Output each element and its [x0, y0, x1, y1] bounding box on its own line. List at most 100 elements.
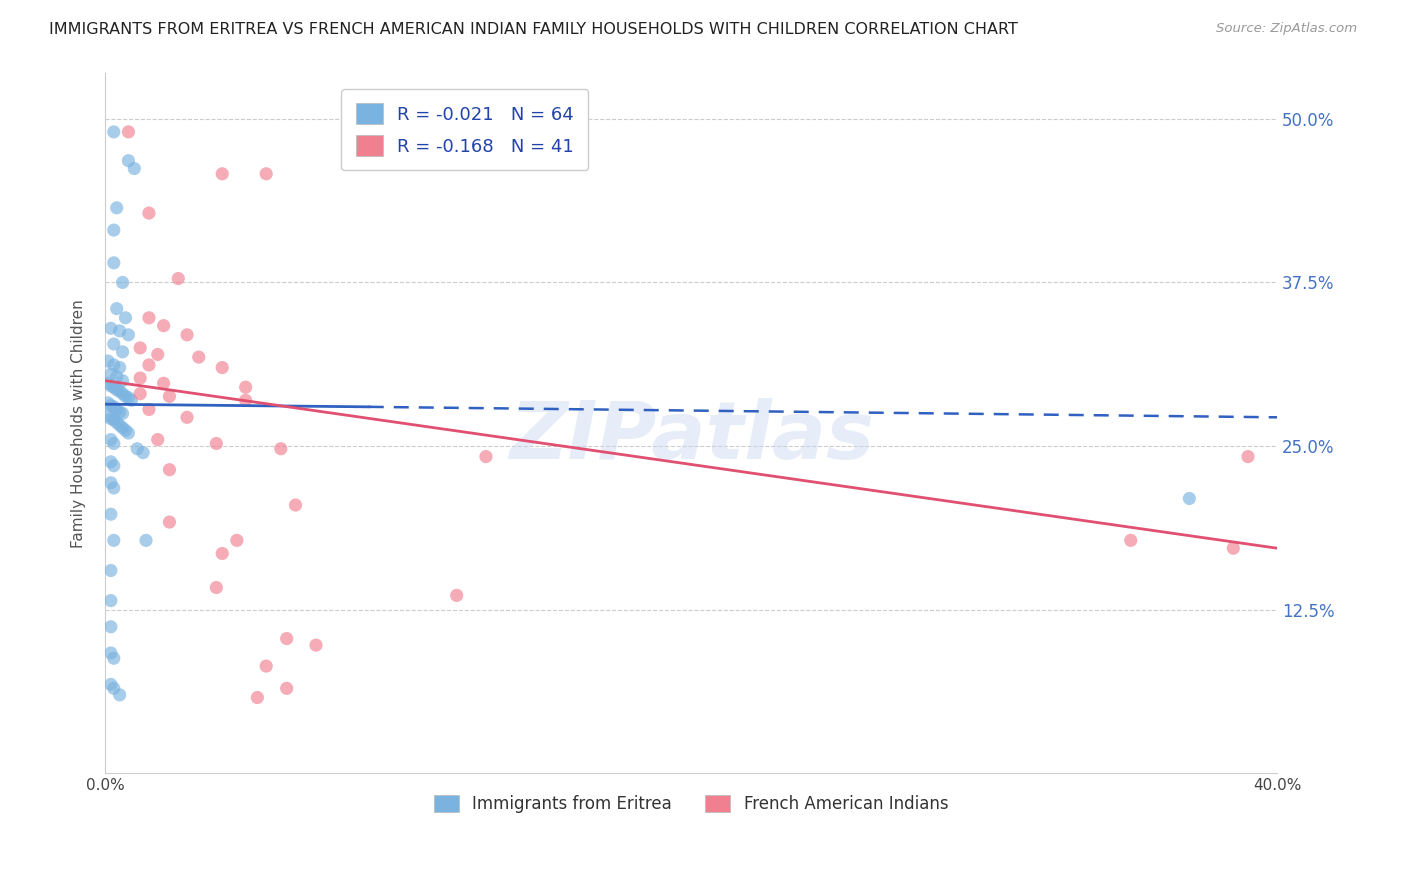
Point — [105, 402, 128, 417]
Point — [100, 433, 122, 447]
Point — [100, 455, 122, 469]
Point — [105, 201, 128, 215]
Point — [103, 125, 125, 139]
Point — [152, 318, 174, 333]
Point — [111, 374, 134, 388]
Point — [100, 677, 122, 691]
Point — [124, 161, 146, 176]
Point — [105, 301, 128, 316]
Point — [103, 413, 125, 427]
Point — [100, 646, 122, 660]
Point — [103, 358, 125, 372]
Point — [284, 498, 307, 512]
Point — [246, 690, 269, 705]
Point — [146, 347, 169, 361]
Point — [103, 481, 125, 495]
Point — [108, 384, 131, 398]
Point — [211, 360, 233, 375]
Point — [129, 371, 152, 385]
Point — [117, 125, 139, 139]
Point — [167, 271, 190, 285]
Point — [103, 533, 125, 548]
Point — [111, 386, 134, 401]
Point — [111, 421, 134, 435]
Point — [211, 167, 233, 181]
Point — [100, 399, 122, 413]
Point — [114, 310, 136, 325]
Point — [100, 379, 122, 393]
Point — [176, 410, 198, 425]
Legend: Immigrants from Eritrea, French American Indians: Immigrants from Eritrea, French American… — [422, 783, 960, 824]
Point — [1222, 541, 1244, 556]
Point — [103, 223, 125, 237]
Point — [270, 442, 292, 456]
Text: IMMIGRANTS FROM ERITREA VS FRENCH AMERICAN INDIAN FAMILY HOUSEHOLDS WITH CHILDRE: IMMIGRANTS FROM ERITREA VS FRENCH AMERIC… — [49, 22, 1018, 37]
Point — [138, 310, 160, 325]
Text: Source: ZipAtlas.com: Source: ZipAtlas.com — [1216, 22, 1357, 36]
Point — [117, 327, 139, 342]
Point — [205, 581, 228, 595]
Point — [117, 391, 139, 405]
Point — [108, 324, 131, 338]
Point — [105, 416, 128, 430]
Point — [254, 659, 277, 673]
Point — [235, 380, 257, 394]
Point — [105, 383, 128, 397]
Point — [97, 376, 120, 391]
Point — [475, 450, 498, 464]
Point — [1119, 533, 1142, 548]
Point — [114, 424, 136, 438]
Point — [103, 651, 125, 665]
Point — [111, 276, 134, 290]
Point — [103, 681, 125, 696]
Y-axis label: Family Households with Children: Family Households with Children — [72, 299, 86, 548]
Point — [138, 358, 160, 372]
Point — [138, 206, 160, 220]
Point — [114, 389, 136, 403]
Point — [276, 632, 298, 646]
Point — [100, 475, 122, 490]
Point — [159, 389, 181, 403]
Point — [103, 400, 125, 414]
Point — [111, 406, 134, 420]
Point — [211, 546, 233, 560]
Point — [305, 638, 328, 652]
Point — [205, 436, 228, 450]
Point — [108, 360, 131, 375]
Point — [100, 507, 122, 521]
Point — [120, 393, 142, 408]
Point — [97, 409, 120, 423]
Point — [100, 367, 122, 381]
Point — [129, 386, 152, 401]
Point — [111, 344, 134, 359]
Point — [127, 442, 149, 456]
Point — [100, 620, 122, 634]
Point — [103, 380, 125, 394]
Point — [117, 153, 139, 168]
Point — [103, 458, 125, 473]
Point — [97, 354, 120, 368]
Point — [100, 564, 122, 578]
Point — [100, 321, 122, 335]
Point — [159, 515, 181, 529]
Point — [138, 402, 160, 417]
Point — [103, 337, 125, 351]
Point — [225, 533, 247, 548]
Point — [176, 327, 198, 342]
Point — [159, 463, 181, 477]
Point — [108, 418, 131, 433]
Point — [100, 593, 122, 607]
Text: ZIPatlas: ZIPatlas — [509, 398, 873, 476]
Point — [254, 167, 277, 181]
Point — [117, 425, 139, 440]
Point — [103, 256, 125, 270]
Point — [97, 396, 120, 410]
Point — [135, 533, 157, 548]
Point — [108, 688, 131, 702]
Point — [100, 411, 122, 425]
Point — [103, 436, 125, 450]
Point — [132, 445, 155, 459]
Point — [108, 405, 131, 419]
Point — [1237, 450, 1260, 464]
Point — [446, 588, 468, 602]
